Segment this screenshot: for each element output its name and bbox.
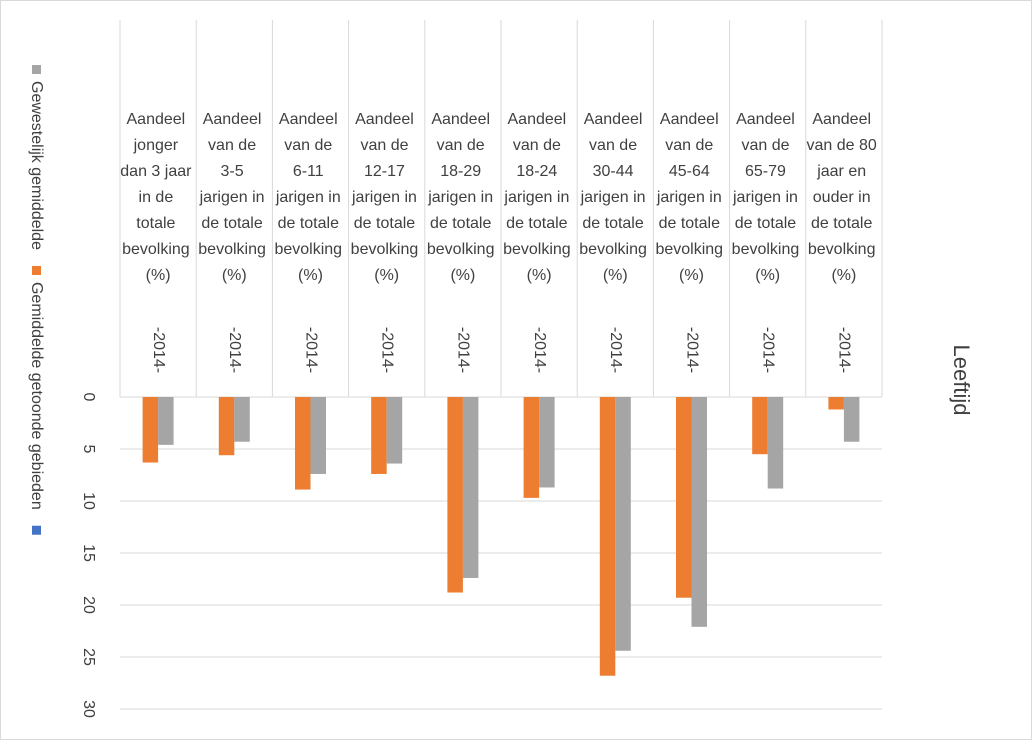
y-tick-label: 0: [80, 393, 97, 402]
bar: [386, 397, 403, 464]
period-label: -2014-: [759, 327, 776, 373]
bar: [295, 397, 311, 490]
category-label: Aandeel van de 65-79 jarigen in de total…: [732, 111, 804, 284]
category-label: Aandeel jonger dan 3 jaar in de totale b…: [120, 111, 196, 284]
period-label: -2014-: [455, 327, 472, 373]
y-tick-label: 30: [80, 700, 97, 718]
category-label: Aandeel van de 18-29 jarigen in de total…: [427, 111, 499, 284]
y-tick-label: 20: [80, 596, 97, 614]
period-label: -2014-: [607, 327, 624, 373]
bar: [310, 397, 326, 474]
bar: [539, 397, 555, 488]
bar: [828, 397, 844, 410]
bar: [615, 397, 631, 651]
period-label: -2014-: [378, 327, 395, 373]
bar: [447, 397, 463, 593]
category-label: Aandeel van de 18-24 jarigen in de total…: [503, 111, 575, 284]
bar: [218, 397, 235, 456]
period-label: -2014-: [836, 327, 853, 373]
bar: [691, 397, 707, 627]
y-tick-label: 10: [80, 492, 97, 510]
bar: [523, 397, 540, 498]
category-label: Aandeel van de 6-11 jarigen in de totale…: [274, 111, 346, 284]
bar: [599, 397, 616, 676]
bar: [752, 397, 768, 455]
bar: [142, 397, 159, 463]
legend-label: Gemiddelde getoonde gebieden: [28, 282, 45, 510]
bar: [843, 397, 860, 442]
period-label: -2014-: [150, 327, 167, 373]
axis-title: Leeftijd: [949, 345, 974, 416]
bar: [234, 397, 250, 442]
legend-marker: [32, 65, 41, 74]
period-label: -2014-: [683, 327, 700, 373]
legend: Gewestelijk gemiddelde Gemiddelde getoond…: [28, 65, 45, 535]
category-label: Aandeel van de 30-44 jarigen in de total…: [579, 111, 651, 284]
category-label: Aandeel van de 80 jaar en ouder in de to…: [807, 111, 882, 284]
bar: [676, 397, 692, 598]
bar: [767, 397, 784, 489]
category-label: Aandeel van de 3-5 jarigen in de totale …: [198, 111, 270, 284]
bar: [158, 397, 174, 445]
legend-marker: [32, 525, 41, 535]
period-label: -2014-: [531, 327, 548, 373]
y-tick-label: 15: [80, 544, 97, 562]
bar: [371, 397, 387, 474]
bar: [462, 397, 479, 578]
legend-label: Gewestelijk gemiddelde: [28, 81, 45, 250]
period-label: -2014-: [302, 327, 319, 373]
period-label: -2014-: [226, 327, 243, 373]
category-label: Aandeel van de 45-64 jarigen in de total…: [655, 111, 727, 284]
legend-marker: [32, 265, 41, 275]
y-tick-label: 25: [80, 648, 97, 666]
y-tick-label: 5: [80, 445, 97, 454]
category-label: Aandeel van de 12-17 jarigen in de total…: [351, 111, 423, 284]
